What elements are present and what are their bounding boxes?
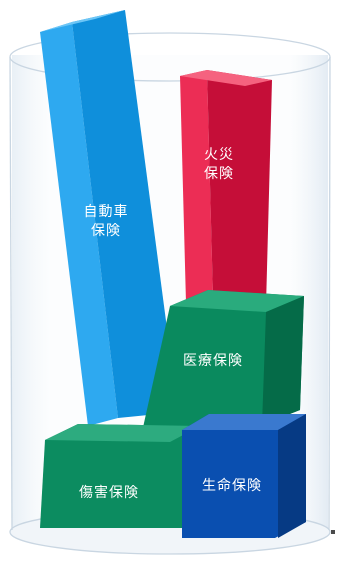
medical-insurance-text: 医療保険: [183, 353, 243, 369]
fire-insurance-label-line2: 保険: [204, 166, 234, 182]
auto-insurance-label-line1: 自動車: [83, 204, 129, 220]
auto-insurance-label: 自動車 保険: [76, 203, 136, 241]
medical-insurance-block: [142, 290, 304, 432]
life-insurance-text: 生命保険: [202, 478, 262, 494]
injury-insurance-text: 傷害保険: [79, 485, 139, 501]
injury-insurance-label: 傷害保険: [64, 484, 154, 503]
fire-insurance-label-line1: 火災: [204, 147, 234, 163]
fire-insurance-block: [180, 70, 272, 306]
fire-insurance-label: 火災 保険: [196, 146, 242, 184]
injury-insurance-block: [40, 424, 200, 528]
auto-insurance-label-line2: 保険: [91, 223, 121, 239]
life-insurance-block: [182, 414, 306, 538]
life-insurance-label: 生命保険: [187, 477, 277, 496]
auto-insurance-block: [40, 10, 178, 426]
medical-insurance-label: 医療保険: [168, 352, 258, 371]
edge-mark: [331, 530, 335, 534]
